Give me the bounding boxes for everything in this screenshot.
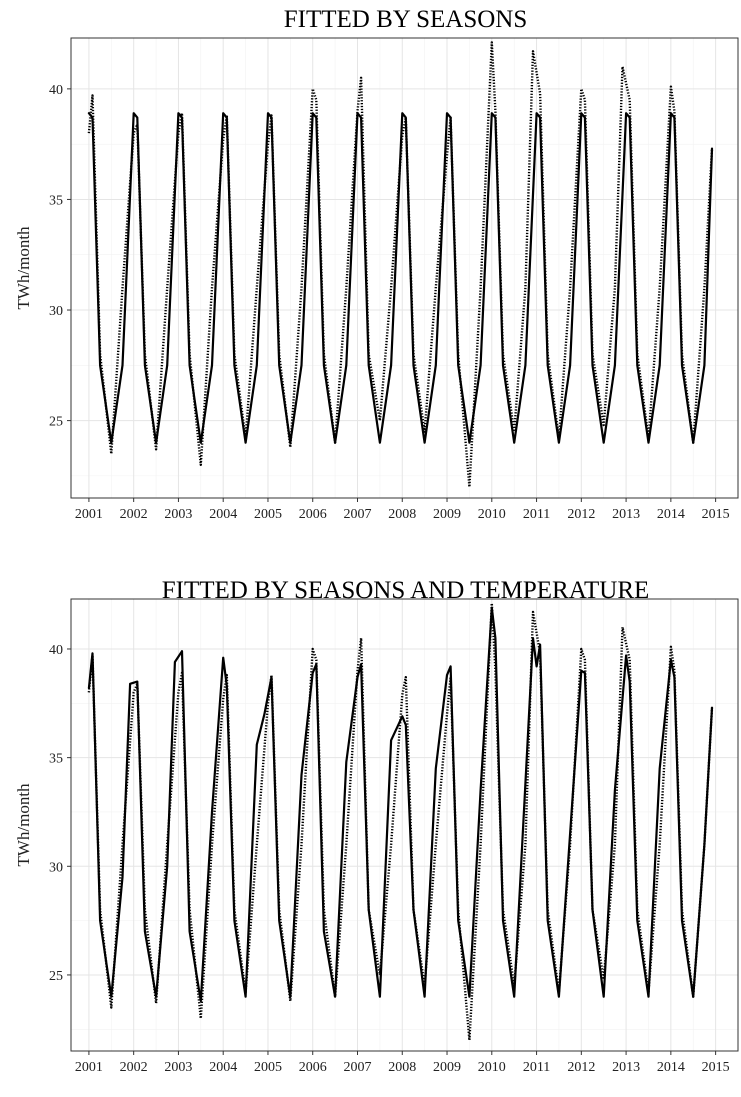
y-axis-label: TWh/month bbox=[14, 783, 33, 867]
x-tick-label: 2013 bbox=[612, 1060, 640, 1075]
x-tick-label: 2001 bbox=[75, 507, 103, 522]
chart-panel-seasons-temperature: FITTED BY SEASONS AND TEMPERATURE 2001 20… bbox=[0, 549, 741, 1097]
x-tick-label: 2005 bbox=[254, 1060, 282, 1075]
x-tick-label: 2001 bbox=[75, 1060, 103, 1075]
y-tick-label: 35 bbox=[49, 193, 63, 208]
x-tick-label: 2006 bbox=[299, 1060, 327, 1075]
y-tick-label: 40 bbox=[49, 83, 63, 98]
x-tick-label: 2003 bbox=[164, 507, 192, 522]
y-tick-label: 25 bbox=[49, 415, 63, 430]
y-tick-label: 40 bbox=[49, 643, 63, 658]
plot-border bbox=[70, 37, 739, 499]
series-line-fitted bbox=[87, 606, 714, 1003]
x-tick-label: 2006 bbox=[299, 507, 327, 522]
line-chart-seasons: 2001 2002 2003 2004 2005 2006 2007 2008 2009 2010… bbox=[14, 37, 739, 522]
x-tick-label: 2010 bbox=[478, 1060, 506, 1075]
plot-border bbox=[70, 598, 739, 1052]
x-tick-label: 2008 bbox=[388, 1060, 416, 1075]
x-tick-label: 2009 bbox=[433, 1060, 461, 1075]
x-tick-label: 2009 bbox=[433, 507, 461, 522]
y-tick-label: 25 bbox=[49, 969, 63, 984]
x-tick-label: 2010 bbox=[478, 507, 506, 522]
x-tick-label: 2015 bbox=[702, 507, 730, 522]
x-tick-label: 2014 bbox=[657, 1060, 685, 1075]
y-axis-label: TWh/month bbox=[14, 226, 33, 310]
x-tick-label: 2002 bbox=[120, 1060, 148, 1075]
plot-background bbox=[71, 599, 738, 1051]
chart-panel-seasons: FITTED BY SEASONS 2001 2002 2003 2004 2005 20… bbox=[0, 0, 741, 548]
x-tick-label: 2004 bbox=[209, 1060, 237, 1075]
x-tick-label: 2007 bbox=[343, 1060, 371, 1075]
x-tick-label: 2008 bbox=[388, 507, 416, 522]
x-tick-label: 2007 bbox=[343, 507, 371, 522]
line-chart-seasons-temperature: 2001 2002 2003 2004 2005 2006 2007 2008 2009 2010… bbox=[14, 598, 739, 1075]
y-tick-label: 30 bbox=[49, 860, 63, 875]
x-tick-label: 2011 bbox=[523, 507, 550, 522]
x-tick-label: 2002 bbox=[120, 507, 148, 522]
x-tick-label: 2013 bbox=[612, 507, 640, 522]
x-tick-label: 2011 bbox=[523, 1060, 550, 1075]
x-tick-label: 2004 bbox=[209, 507, 237, 522]
x-tick-label: 2012 bbox=[567, 1060, 595, 1075]
y-tick-label: 35 bbox=[49, 752, 63, 767]
x-tick-label: 2003 bbox=[164, 1060, 192, 1075]
y-tick-label: 30 bbox=[49, 304, 63, 319]
x-tick-label: 2015 bbox=[702, 1060, 730, 1075]
x-tick-label: 2005 bbox=[254, 507, 282, 522]
x-tick-label: 2012 bbox=[567, 507, 595, 522]
chart-title: FITTED BY SEASONS bbox=[283, 6, 528, 33]
series-line-fitted bbox=[87, 112, 714, 444]
x-tick-label: 2014 bbox=[657, 507, 685, 522]
